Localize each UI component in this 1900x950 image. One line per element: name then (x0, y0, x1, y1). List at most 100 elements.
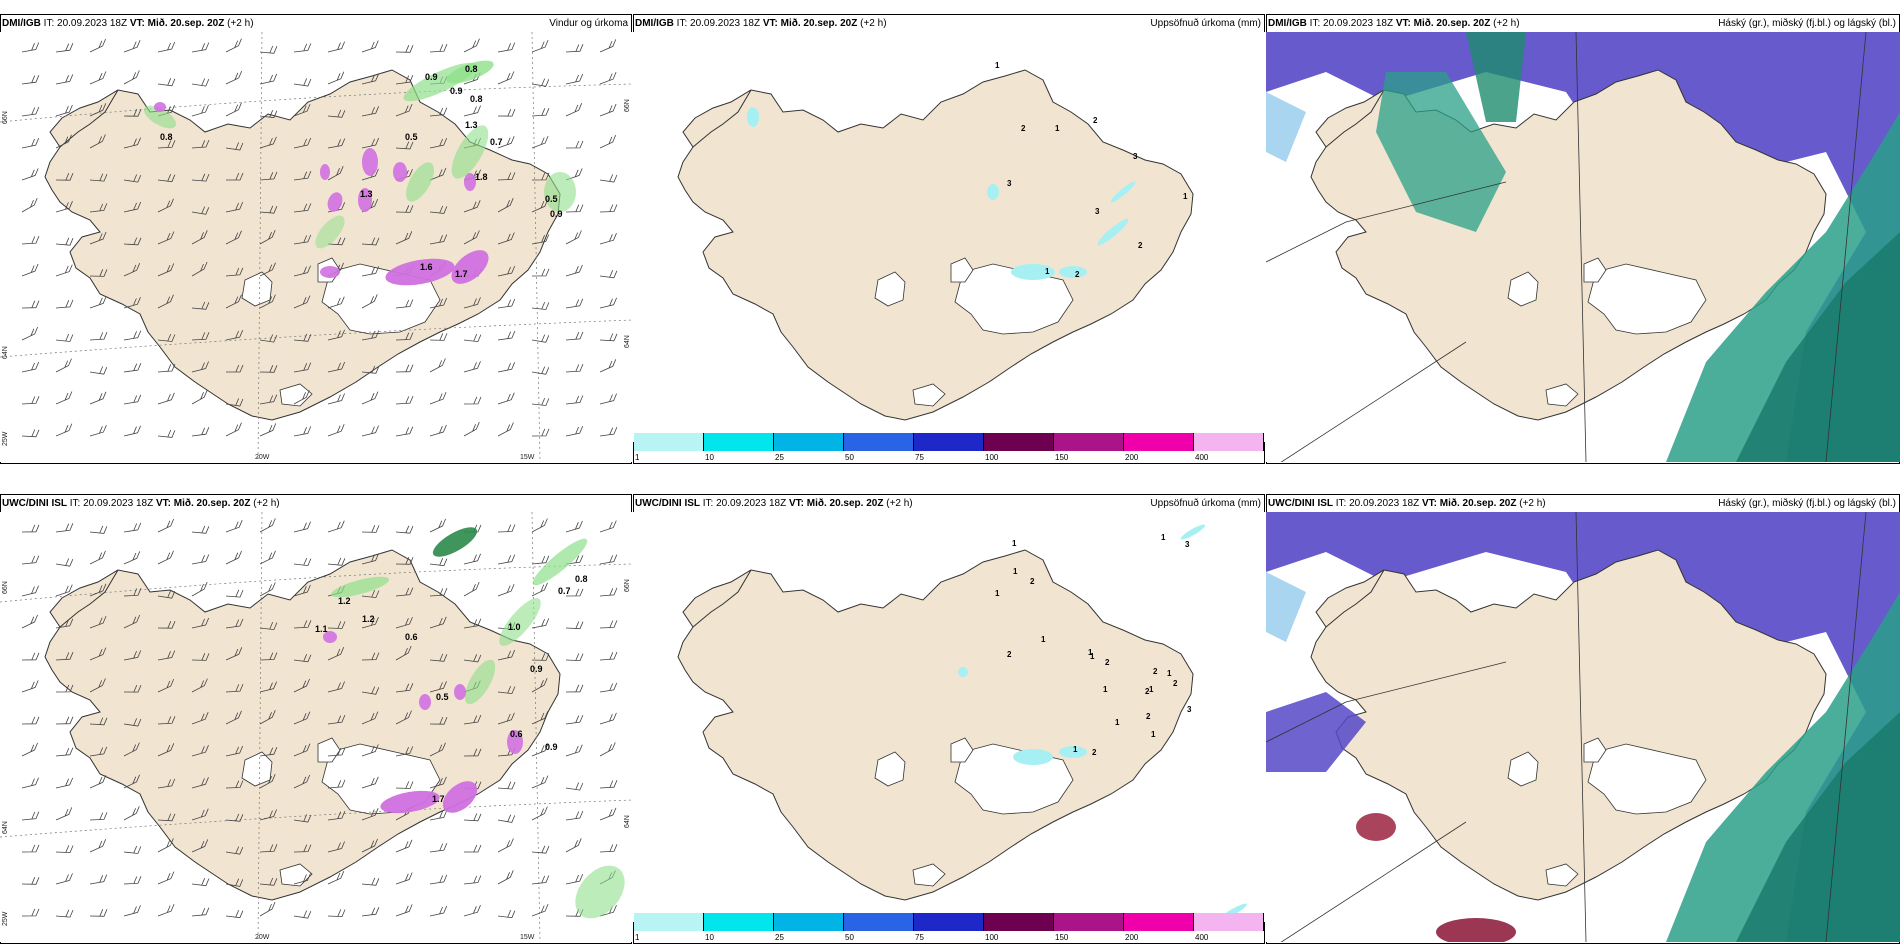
glacier-langjokull (874, 751, 906, 787)
accum-value-label: 1 (1167, 669, 1172, 678)
precip-value-label: 0.6 (510, 729, 523, 739)
wind-barb (565, 744, 583, 757)
wind-barb (599, 297, 617, 309)
wind-barb (429, 518, 446, 533)
wind-barb (293, 584, 311, 597)
wind-barb (565, 140, 584, 149)
glacier-langjokull (1507, 271, 1539, 307)
wind-barb (259, 809, 277, 821)
graticule-20w (257, 512, 263, 942)
wind-barb (55, 684, 74, 693)
wind-barb (89, 231, 107, 245)
wind-barb (497, 136, 515, 149)
wind-barb (293, 295, 311, 309)
wind-barb (21, 742, 38, 757)
colorbar-tick-label: 25 (775, 933, 784, 942)
wind-barb (327, 647, 345, 661)
wind-barb (191, 745, 209, 757)
wind-barb (531, 518, 548, 533)
accum-value-label: 1 (1149, 685, 1154, 694)
wind-barb (565, 44, 584, 53)
sector-line (1575, 32, 1587, 462)
wind-barb (259, 334, 278, 343)
panel-wind-precip-uwc: UWC/DINI ISL IT: 20.09.2023 18Z VT: Mið.… (0, 494, 632, 944)
wind-barb (293, 774, 311, 789)
wind-barb (497, 685, 516, 695)
wind-barb (21, 197, 38, 213)
glacier-myrdalsjokull (912, 383, 946, 407)
wind-barb (463, 105, 481, 117)
accum-value-label: 3 (1095, 207, 1100, 216)
panel-title: Uppsöfnuð úrkoma (mm) (1150, 18, 1261, 29)
precip-magenta-cell (442, 781, 478, 813)
colorbar-tick-label: 25 (775, 453, 784, 462)
wind-barb (157, 231, 175, 245)
wind-barb (429, 107, 448, 117)
wind-barb (55, 333, 74, 342)
wind-barb (463, 618, 482, 629)
colorbar-tick-label: 150 (1055, 453, 1069, 462)
high-cloud-field (1266, 692, 1366, 772)
wind-barb (259, 844, 278, 853)
wind-barb (395, 364, 414, 373)
wind-barb (157, 263, 175, 277)
wind-barb (327, 747, 346, 757)
wind-barb (463, 654, 482, 663)
wind-barb (361, 365, 380, 374)
precip-value-label: 1.2 (338, 596, 351, 606)
wind-barb (464, 844, 482, 853)
wind-barb (599, 426, 618, 437)
wind-barb (157, 363, 176, 373)
wind-barb (599, 554, 618, 565)
wind-barb (599, 204, 618, 213)
panel-header: UWC/DINI ISL IT: 20.09.2023 18Z VT: Mið.… (635, 498, 913, 509)
graticule-66n (0, 83, 632, 123)
wind-barb (259, 294, 276, 309)
panel-clouds-dmi: DMI/IGB IT: 20.09.2023 18Z VT: Mið. 20.s… (1266, 14, 1900, 464)
precip-green-band (464, 659, 496, 705)
wind-barb (225, 330, 244, 341)
wind-barb (191, 332, 210, 341)
wind-barb (123, 330, 142, 341)
sector-line (1266, 661, 1507, 743)
glacier-vatnajokull (1587, 263, 1707, 335)
wind-barb (429, 616, 447, 629)
accum-value-label: 1 (1055, 124, 1060, 133)
wind-barb (259, 774, 276, 789)
wind-barb (293, 678, 310, 693)
wind-barb (463, 813, 482, 822)
wind-barb (293, 910, 312, 919)
wind-barb (259, 621, 278, 631)
precip-magenta-cell (385, 258, 455, 286)
wind-barb (497, 362, 516, 373)
wind-barb (191, 78, 210, 87)
wind-barb (191, 206, 210, 215)
accum-value-label: 2 (1092, 748, 1097, 757)
wind-barb (361, 907, 380, 917)
lat-label-64n-right: 64N (624, 335, 631, 348)
wind-barb (123, 806, 140, 821)
wind-barb (429, 842, 448, 853)
wind-barb (395, 103, 413, 117)
accum-value-label: 1 (995, 589, 1000, 598)
accum-value-label: 3 (1133, 152, 1138, 161)
wind-barb (89, 812, 108, 821)
wind-barb (259, 394, 278, 405)
wind-barb (123, 70, 140, 85)
colorbar-swatch (1124, 433, 1194, 451)
wind-barb (565, 520, 583, 533)
wind-barb (191, 139, 210, 149)
wind-barb (225, 230, 242, 245)
wind-barb (259, 747, 278, 757)
wind-barb (191, 712, 209, 725)
wind-barb (463, 230, 480, 245)
wind-barb (531, 618, 550, 629)
wind-barb (225, 846, 244, 855)
wind-barb (395, 683, 414, 693)
wind-barb (531, 135, 549, 149)
colorbar-swatch (914, 913, 984, 931)
wind-barb (21, 106, 40, 117)
wind-barb (429, 234, 448, 245)
colorbar-tick-label: 10 (705, 933, 714, 942)
wind-barb (361, 266, 380, 277)
